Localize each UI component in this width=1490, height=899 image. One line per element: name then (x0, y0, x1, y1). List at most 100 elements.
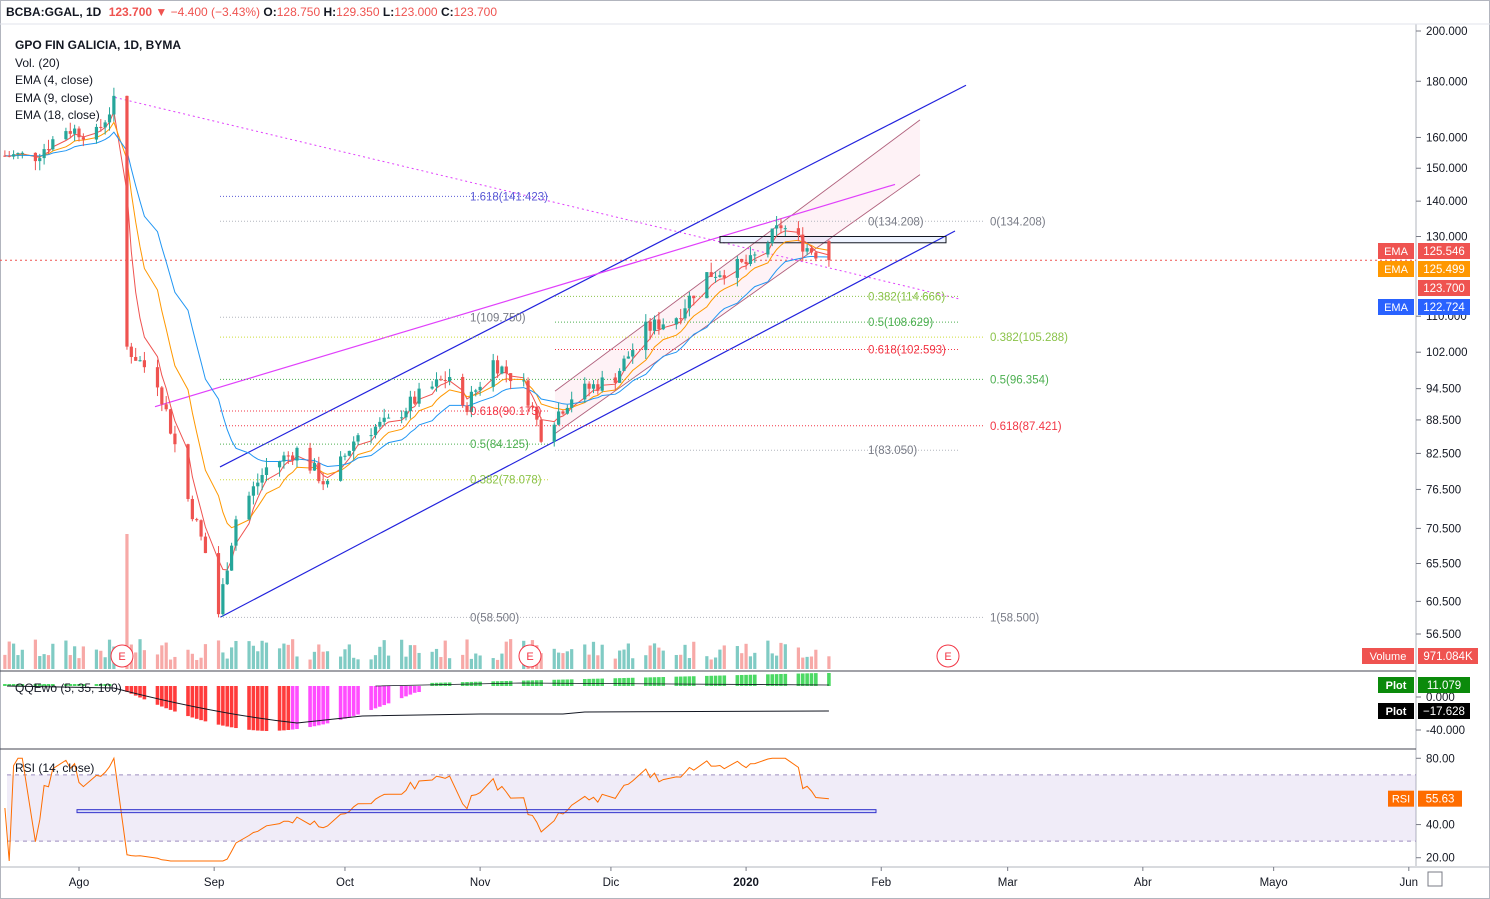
candles[interactable] (3, 87, 831, 618)
volume-bar (264, 642, 269, 669)
fib-label: 0.5(84.125) (470, 439, 529, 451)
price-badge-label: EMA (1384, 302, 1409, 314)
osc-tick-label: 0.000 (1426, 692, 1455, 704)
fib-label: 0(134.208) (868, 216, 924, 228)
candle-body (225, 570, 229, 585)
oscillator-label[interactable]: QQEwo (5, 35, 100) (15, 681, 122, 695)
volume-bar (591, 641, 596, 669)
candle-body (565, 407, 569, 414)
qqe-histogram-bar (68, 684, 73, 686)
candle-body (251, 486, 255, 496)
drawings (0, 84, 1416, 618)
fib-label: 0(134.208) (990, 216, 1046, 228)
qqe-histogram-bar (687, 676, 692, 686)
volume-bar (443, 640, 447, 669)
candle-body (295, 447, 299, 461)
candle-body (33, 152, 37, 162)
candle-body (46, 149, 51, 151)
volume-bar (51, 643, 55, 669)
candle-body (221, 584, 225, 615)
qqe-histogram-bar (33, 684, 38, 686)
price-tick-label: 150.000 (1426, 163, 1468, 175)
volume-bar (587, 654, 591, 669)
rsi-tick-label: 80.00 (1426, 753, 1455, 765)
volume-bar (713, 657, 718, 669)
candle-body (522, 380, 526, 382)
candle-body (339, 456, 343, 481)
price-badge-tag (1378, 261, 1414, 277)
volume-bar (103, 657, 107, 669)
candle-body (740, 258, 744, 262)
earnings-marker: E (936, 644, 960, 668)
channel-upper-line (219, 84, 967, 468)
legend-ema4[interactable]: EMA (4, close) (15, 73, 94, 87)
osc-badge: Plot 11.079 (1378, 677, 1470, 693)
time-tick-label: Mayo (1260, 877, 1288, 889)
candle-body (413, 396, 417, 404)
qqe-histogram-bar (587, 678, 591, 686)
qqe-histogram-bar (373, 686, 378, 709)
earnings-marker-text: E (944, 651, 951, 663)
volume-bar (657, 647, 661, 669)
volume-bar (618, 650, 622, 669)
candle-body (51, 139, 55, 150)
candle-body (530, 405, 535, 408)
price-tick-label: 70.500 (1426, 523, 1461, 535)
qqe-histogram-bar (705, 675, 709, 686)
volume-bar (474, 653, 478, 669)
volume-bar (225, 658, 229, 669)
rsi-badge-box (1418, 790, 1462, 807)
qqe-histogram-bar (748, 674, 753, 686)
qqe-histogram-bar (251, 686, 256, 731)
qqe-histogram-bar (107, 684, 112, 686)
qqe-histogram-bar (408, 686, 413, 695)
qqe-histogram-bar (11, 684, 16, 686)
candle-body (478, 386, 482, 391)
legend-title[interactable]: GPO FIN GALICIA, 1D, BYMA (15, 38, 182, 52)
price-badge-label: EMA (1384, 246, 1409, 258)
candle-body (291, 455, 295, 461)
volume-bar (308, 659, 312, 669)
volume-bar (783, 644, 787, 669)
candle-body (596, 384, 600, 391)
volume-bar (382, 640, 386, 669)
volume-bar (748, 656, 753, 669)
qqe-histogram-bar (582, 679, 587, 686)
symbol-label[interactable]: BCBA:GGAL, 1D (6, 5, 102, 19)
volume-bar (801, 657, 805, 669)
fib-label: 1.618(141.423) (470, 191, 548, 203)
price-tick-label: 140.000 (1426, 196, 1468, 208)
volume-bar (644, 655, 648, 669)
legend-ema18[interactable]: EMA (18, close) (15, 108, 100, 122)
volume-bar (142, 650, 146, 669)
rsi-line (4, 756, 829, 862)
qqe-histogram-bar (99, 684, 103, 686)
qqe-signal-line (6, 685, 829, 724)
qqe-histogram-bar (809, 673, 814, 686)
volume-bar (557, 652, 561, 669)
price-badge-tag (1378, 243, 1414, 259)
rsi-label[interactable]: RSI (14, close) (15, 761, 95, 775)
candle-body (796, 228, 800, 235)
volume-bar (343, 649, 347, 669)
qqe-histogram-bar (51, 684, 55, 686)
volume-bar (408, 645, 412, 669)
fib-label: 0.382(114.666) (868, 291, 945, 303)
qqe-histogram-bar (766, 674, 770, 686)
volume-bar (469, 658, 473, 669)
qqe-histogram-bar (317, 686, 321, 726)
osc-badge-label: Plot (1386, 680, 1407, 692)
candle-body (509, 373, 513, 382)
qqe-histogram-bar (753, 674, 757, 686)
candle-body (81, 137, 85, 140)
legend-ema9[interactable]: EMA (9, close) (15, 90, 94, 105)
qqe-histogram-bar (343, 686, 347, 719)
price-badge: 123.700 (1418, 280, 1470, 296)
candle-body (142, 360, 146, 368)
price-tick-label: 200.000 (1426, 26, 1468, 38)
candle-body (378, 421, 382, 427)
legend-volume[interactable]: Vol. (20) (15, 55, 60, 70)
candle-body (570, 399, 574, 408)
